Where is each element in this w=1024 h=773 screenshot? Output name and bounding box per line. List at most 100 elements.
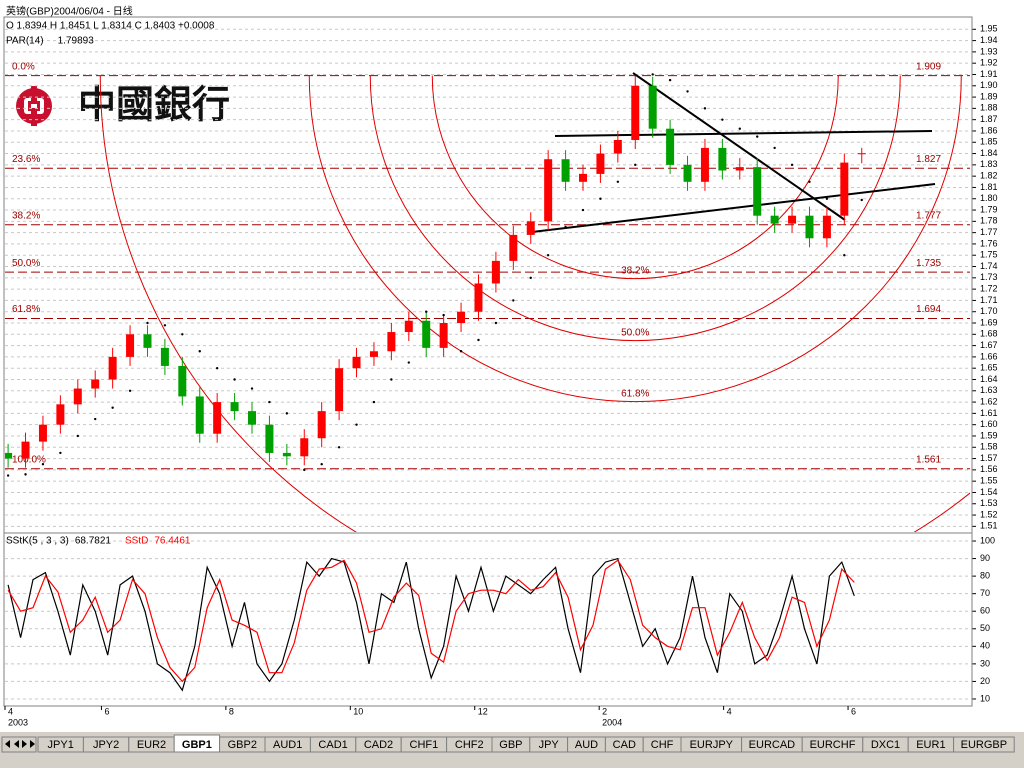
candle-body xyxy=(683,164,692,182)
indicator-value: 1.79893 xyxy=(58,36,95,47)
tab-label[interactable]: DXC1 xyxy=(871,739,900,751)
sar-dot xyxy=(425,310,428,313)
y-tick-label: 1.70 xyxy=(980,306,998,316)
y-tick-label: 1.53 xyxy=(980,498,998,508)
chart-title: 英镑(GBP)2004/06/04 - 日线 xyxy=(6,5,133,18)
sar-dot xyxy=(634,163,637,167)
tab-label[interactable]: EURCHF xyxy=(810,739,856,751)
candle-body xyxy=(857,153,866,155)
tab[interactable]: EUR2 xyxy=(128,736,175,753)
tab-label[interactable]: CHF xyxy=(651,739,674,751)
tab-label[interactable]: GBP2 xyxy=(228,739,257,751)
tab-label[interactable]: CAD1 xyxy=(318,739,347,751)
candle-body xyxy=(91,379,100,389)
y-tick-label: 1.89 xyxy=(980,91,998,101)
tab[interactable]: AUD1 xyxy=(264,736,311,753)
sar-dot xyxy=(268,400,271,404)
y-tick-label: 1.84 xyxy=(980,148,998,158)
y-tick-label: 1.80 xyxy=(980,193,998,203)
x-tick-label: 4 xyxy=(727,706,732,716)
candle-body xyxy=(38,424,47,442)
y-tick-label: 80 xyxy=(980,570,990,580)
tab-label[interactable]: CHF2 xyxy=(455,739,484,751)
y-tick-label: 1.81 xyxy=(980,182,998,192)
tab-face[interactable] xyxy=(953,736,1015,753)
sar-dot xyxy=(285,412,289,415)
tab[interactable]: EUR1 xyxy=(907,736,955,753)
tab-label[interactable]: EUR1 xyxy=(916,739,945,751)
tab-label[interactable]: GBP1 xyxy=(182,739,212,751)
y-tick-label: 20 xyxy=(980,676,990,686)
y-tick-label: 1.61 xyxy=(980,408,998,418)
sar-dot xyxy=(459,350,463,353)
tab[interactable]: CHF1 xyxy=(400,736,448,753)
sar-dot xyxy=(337,446,341,449)
tab[interactable]: JPY xyxy=(529,736,569,753)
tab-label[interactable]: CAD xyxy=(613,739,636,751)
y-tick-label: 1.63 xyxy=(980,385,998,395)
y-tick-label: 100 xyxy=(980,535,995,545)
candle-body xyxy=(422,320,431,348)
candle-body xyxy=(5,452,13,459)
tab[interactable]: GBP1 xyxy=(173,734,221,753)
sar-dot xyxy=(198,350,201,353)
tab[interactable]: AUD xyxy=(567,736,606,753)
tab-label[interactable]: CAD2 xyxy=(364,739,393,751)
tab-label[interactable]: AUD xyxy=(575,739,598,751)
quote: O 1.8394 H 1.8451 L 1.8314 C 1.8403 +0.0… xyxy=(6,21,215,32)
tab[interactable]: CAD xyxy=(604,736,644,753)
candle-body xyxy=(126,334,135,357)
sar-dot xyxy=(546,254,550,257)
tab-label[interactable]: GBP xyxy=(499,739,522,751)
sar-dot xyxy=(512,299,515,302)
bank-name: 中國銀行 xyxy=(78,82,230,127)
sar-dot xyxy=(564,225,567,229)
candle-body xyxy=(282,452,291,457)
candle-body xyxy=(160,347,169,366)
tab[interactable]: JPY2 xyxy=(82,736,130,753)
tab[interactable]: EURCAD xyxy=(741,736,803,753)
trend-line xyxy=(531,183,936,233)
candle-body xyxy=(561,159,570,182)
candle-body xyxy=(631,85,640,141)
sar-dot xyxy=(111,406,114,409)
sar-dot xyxy=(94,417,97,421)
fib-arc xyxy=(431,75,839,280)
tab[interactable]: CHF xyxy=(642,736,682,753)
y-tick-label: 1.91 xyxy=(980,69,998,79)
tab-label[interactable]: EURJPY xyxy=(690,739,734,751)
y-tick-label: 1.88 xyxy=(980,103,998,113)
candle-body xyxy=(474,283,483,312)
fib-arc-label: 50.0% xyxy=(621,327,649,338)
tab-label[interactable]: JPY1 xyxy=(48,739,74,751)
tab[interactable]: CAD2 xyxy=(355,736,402,753)
sar-dot xyxy=(738,127,741,130)
candle-body xyxy=(143,334,152,348)
tab-label[interactable]: EURCAD xyxy=(749,739,796,751)
fib-label: 50.0% xyxy=(12,258,40,269)
tab-label[interactable]: AUD1 xyxy=(273,739,302,751)
tab[interactable]: JPY1 xyxy=(37,736,84,753)
tab-label[interactable]: JPY xyxy=(539,739,560,751)
y-tick-label: 1.65 xyxy=(980,363,998,373)
x-tick-label: 12 xyxy=(478,706,488,716)
tab-label[interactable]: EURGBP xyxy=(961,739,1007,751)
tab[interactable]: EURCHF xyxy=(801,736,864,753)
tab[interactable]: GBP2 xyxy=(219,736,266,753)
tab[interactable]: CHF2 xyxy=(446,736,493,753)
tab[interactable]: GBP xyxy=(491,736,531,753)
fib-value: 1.777 xyxy=(916,210,941,221)
tab[interactable]: DXC1 xyxy=(862,736,909,753)
sar-dot xyxy=(320,463,323,466)
tab-label[interactable]: EUR2 xyxy=(137,739,166,751)
candle-body xyxy=(404,320,413,333)
candle-body xyxy=(230,402,239,412)
candle-body xyxy=(700,147,709,182)
tab[interactable]: EURJPY xyxy=(680,736,743,753)
tab[interactable]: CAD1 xyxy=(309,736,357,753)
tab-label[interactable]: JPY2 xyxy=(93,739,119,751)
y-tick-label: 1.76 xyxy=(980,238,998,248)
y-tick-label: 50 xyxy=(980,623,990,633)
tab[interactable]: EURGBP xyxy=(953,736,1015,753)
tab-label[interactable]: CHF1 xyxy=(410,739,439,751)
